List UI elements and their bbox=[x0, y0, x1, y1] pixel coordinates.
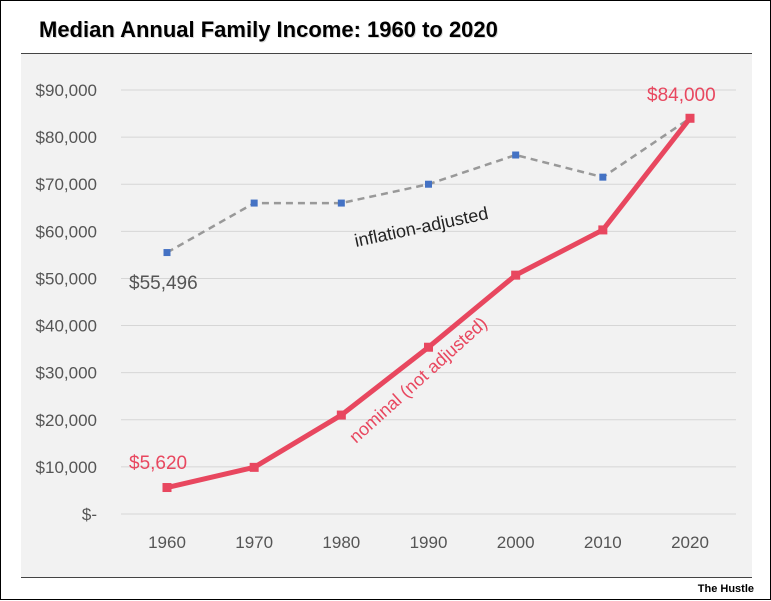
adjusted-data-point bbox=[250, 199, 258, 207]
nominal-data-point bbox=[336, 410, 346, 420]
adjusted-data-point bbox=[425, 180, 432, 188]
x-tick-label: 1980 bbox=[322, 533, 360, 552]
source-credit: The Hustle bbox=[697, 583, 754, 595]
nominal-data-point bbox=[249, 462, 259, 472]
adjusted-start-label: $55,496 bbox=[129, 273, 198, 294]
y-tick-label: $90,000 bbox=[36, 81, 97, 100]
adjusted-data-point bbox=[163, 249, 171, 257]
annotation-labels: $55,496 $5,620 $84,000 inflation-adjusted no… bbox=[129, 85, 716, 474]
x-axis-tick-labels: 1960 1970 1980 1990 2000 2010 2020 bbox=[148, 533, 709, 552]
adjusted-data-point bbox=[512, 151, 520, 159]
series-label-nominal: nominal (not adjusted) bbox=[345, 313, 491, 447]
nominal-data-point bbox=[511, 270, 521, 280]
chart-title: Median Annual Family Income: 1960 to 202… bbox=[39, 17, 498, 42]
plot-area bbox=[21, 53, 752, 578]
series-line-nominal bbox=[166, 116, 692, 490]
x-tick-label: 2000 bbox=[497, 533, 535, 552]
adjusted-data-point bbox=[599, 173, 607, 181]
y-tick-label: $- bbox=[82, 505, 97, 524]
series-lines bbox=[162, 113, 695, 493]
y-tick-label: $20,000 bbox=[36, 411, 97, 430]
x-tick-label: 1960 bbox=[148, 533, 186, 552]
nominal-data-point bbox=[685, 113, 695, 123]
x-tick-label: 1970 bbox=[235, 533, 273, 552]
y-axis-tick-labels: $- $10,000 $20,000 $30,000 $40,000 $50,000 $60… bbox=[36, 81, 97, 524]
y-tick-label: $40,000 bbox=[36, 317, 97, 336]
y-tick-label: $70,000 bbox=[36, 175, 97, 194]
y-tick-label: $60,000 bbox=[36, 222, 97, 241]
nominal-data-point bbox=[598, 225, 608, 235]
end-value-label: $84,000 bbox=[647, 85, 716, 106]
x-tick-label: 2010 bbox=[584, 533, 622, 552]
nominal-data-point bbox=[424, 342, 433, 352]
adjusted-data-point bbox=[337, 199, 345, 207]
x-tick-label: 1990 bbox=[410, 533, 448, 552]
series-label-inflation-adjusted: inflation-adjusted bbox=[353, 203, 490, 251]
gridlines bbox=[121, 89, 736, 515]
y-tick-label: $10,000 bbox=[36, 458, 97, 477]
y-tick-label: $50,000 bbox=[36, 269, 97, 288]
y-tick-label: $80,000 bbox=[36, 128, 97, 147]
nominal-start-label: $5,620 bbox=[129, 453, 187, 474]
y-tick-label: $30,000 bbox=[36, 364, 97, 383]
nominal-data-point bbox=[162, 483, 172, 493]
x-tick-label: 2020 bbox=[671, 533, 709, 552]
